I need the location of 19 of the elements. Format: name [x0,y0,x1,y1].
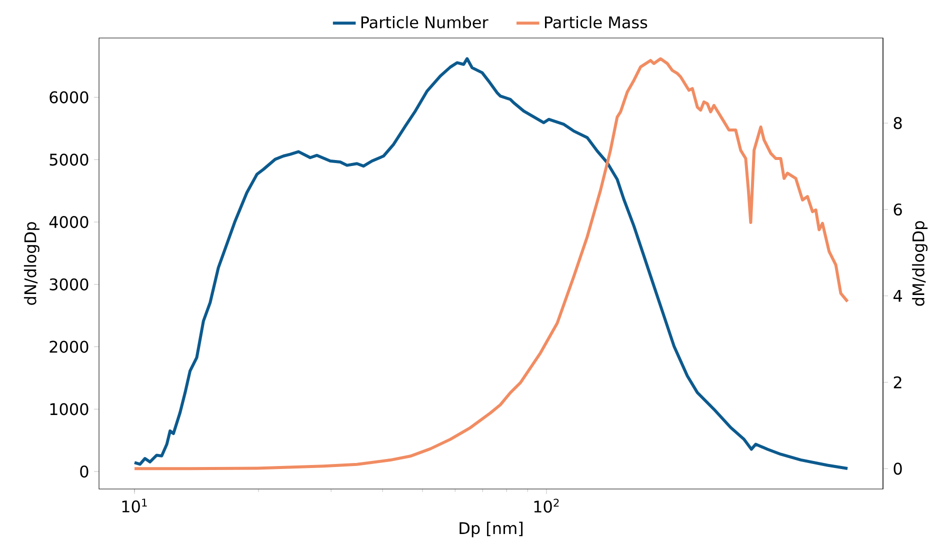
y2-tick-label: 4 [893,290,902,302]
y-tick-label: 2000 [50,340,88,353]
y2-tick-label: 0 [894,462,902,475]
x-axis-title: Dp [nm] [460,522,523,538]
y-tick-label: 6000 [50,91,88,104]
legend-label: Particle Mass [544,16,648,28]
y-axis-title: dN/dlogDp [24,222,40,305]
y2-tick-label: 2 [894,376,902,388]
legend-label: Particle Number [361,16,488,28]
y-tick-label: 1000 [50,403,88,416]
y2-tick-label: 8 [894,117,902,130]
y-tick-label: 3000 [50,278,88,290]
y2-tick-label: 6 [894,203,902,216]
y-tick-label: 0 [80,465,88,478]
y2-axis-title: dM/dlogDp [912,221,928,306]
x-tick-label: 10$^{1}$ [122,498,147,513]
x-tick-label: 10$^{2}$ [534,498,559,513]
y-tick-label: 5000 [50,154,88,166]
y-tick-label: 4000 [49,216,88,228]
